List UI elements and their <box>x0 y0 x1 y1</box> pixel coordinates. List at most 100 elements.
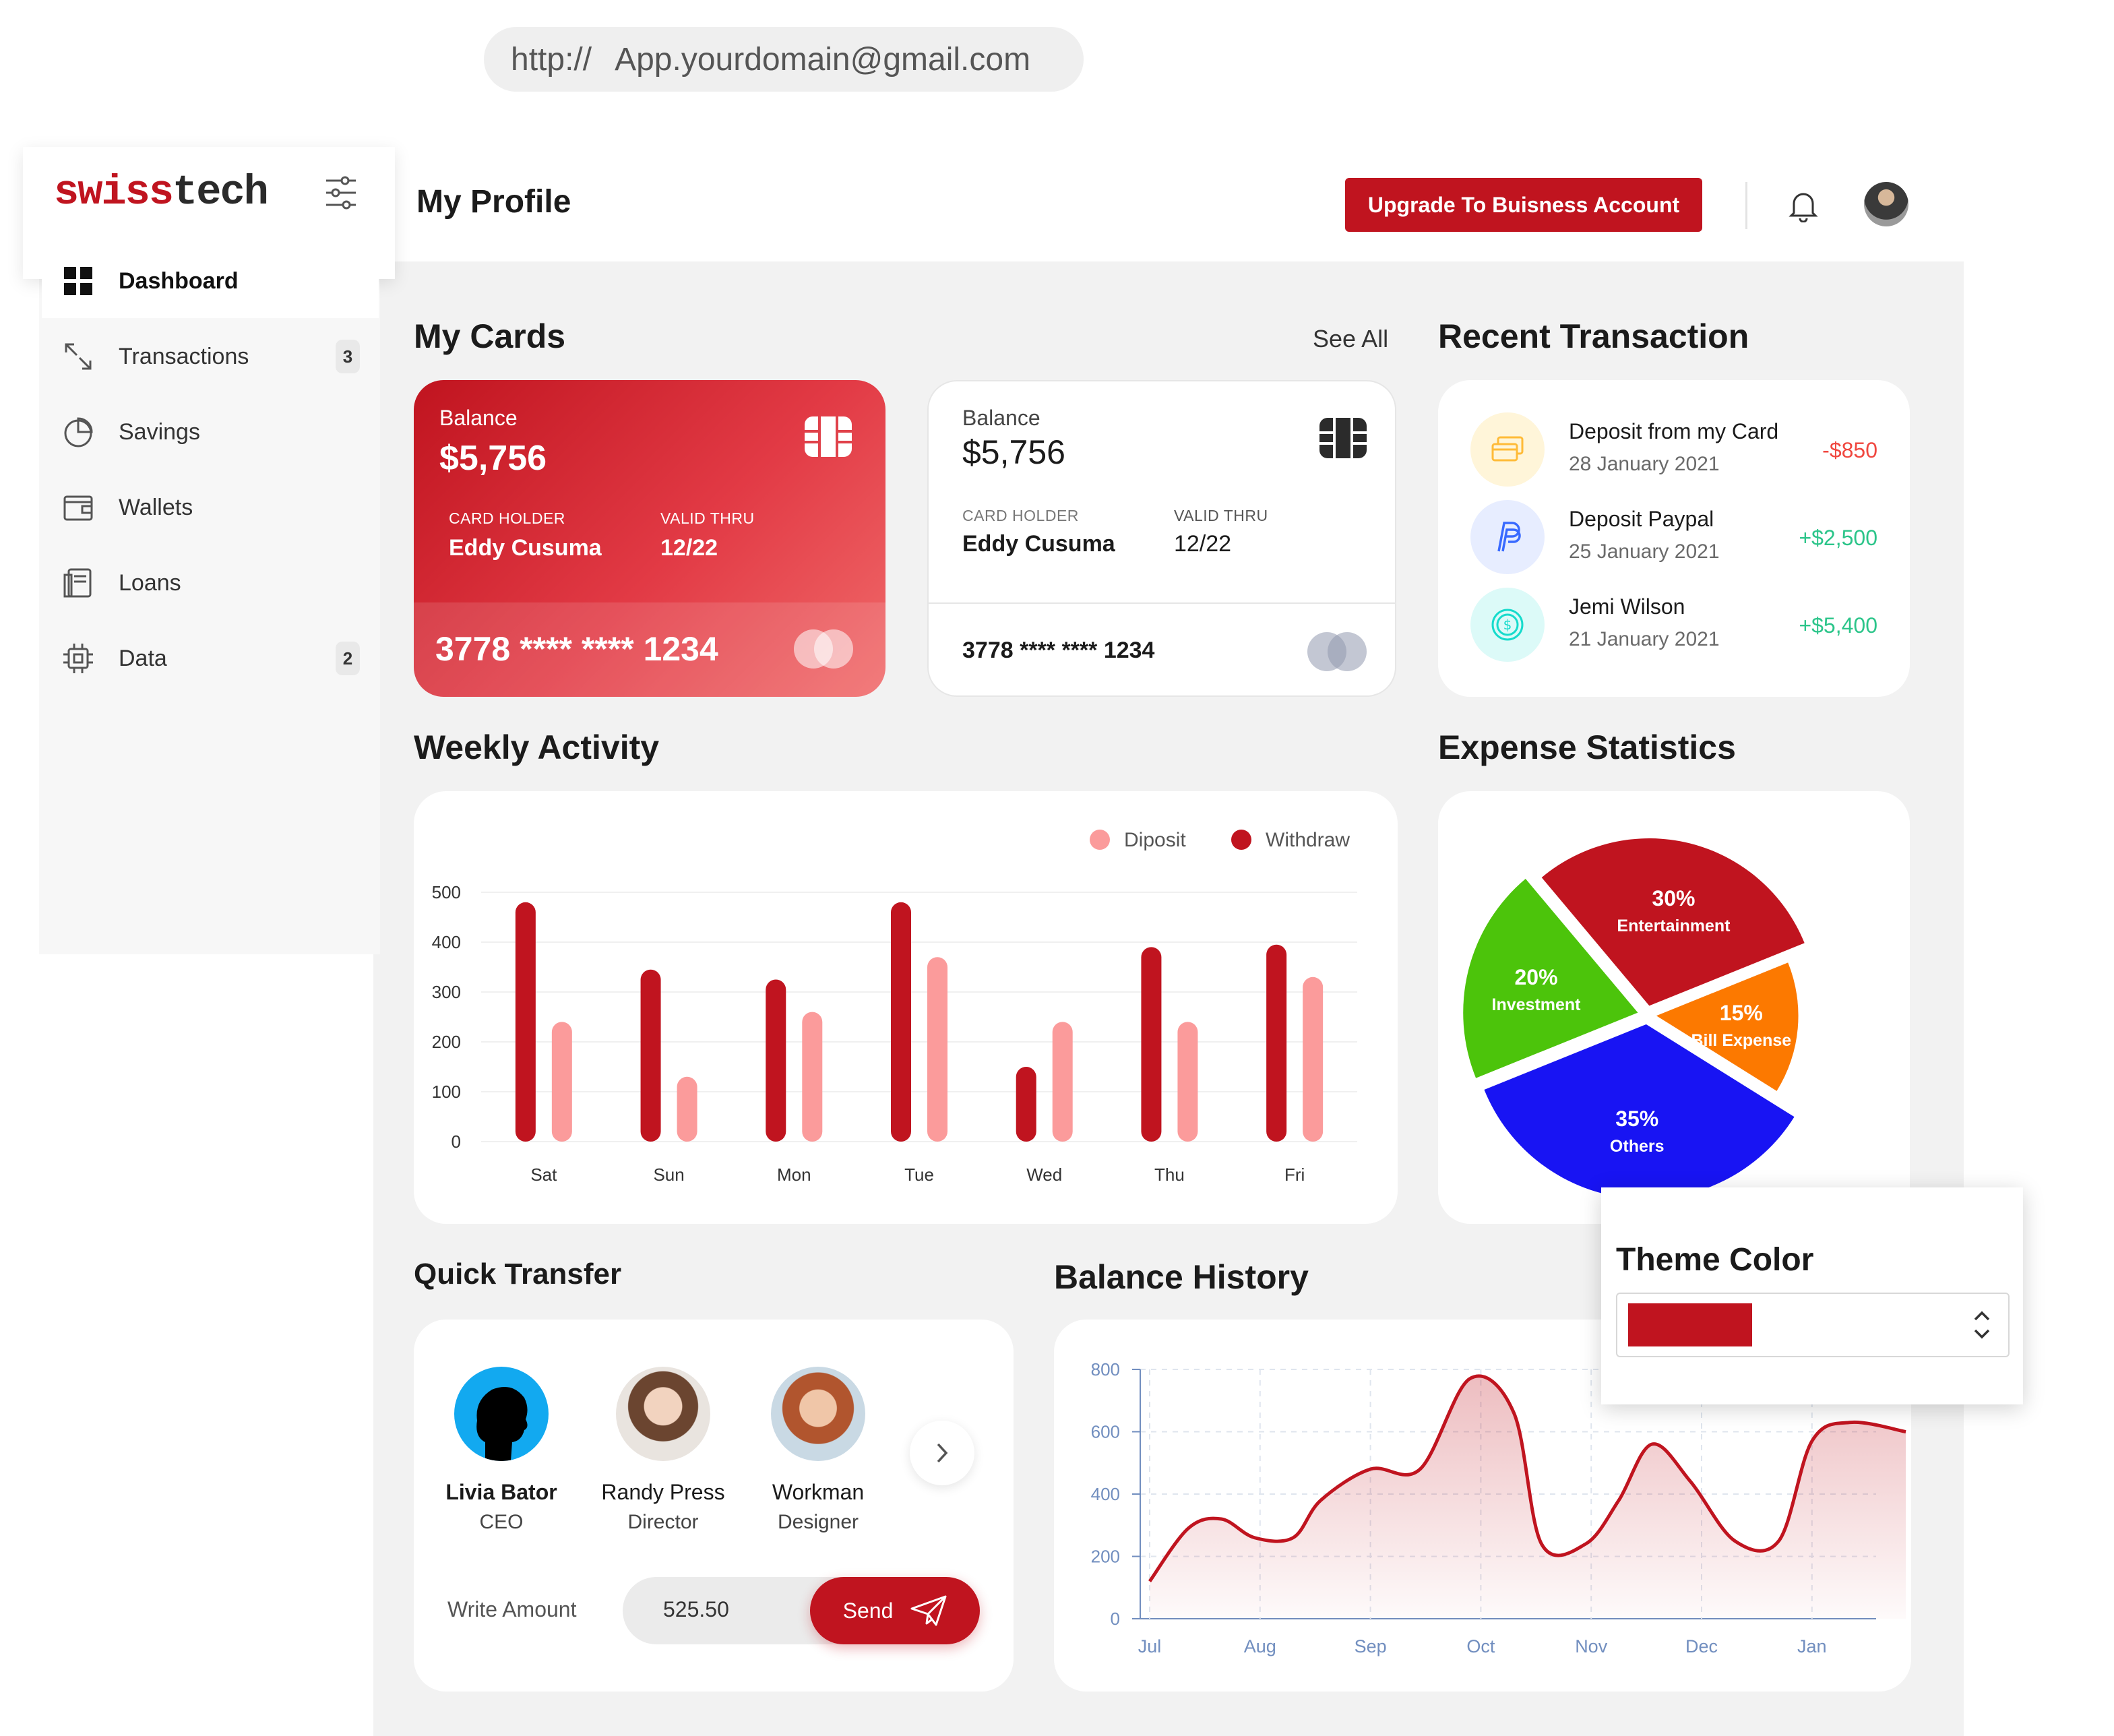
legend-marker <box>1231 830 1251 850</box>
legend-label: Withdraw <box>1266 829 1350 851</box>
contact-role: Director <box>627 1511 699 1533</box>
send-button[interactable]: Send <box>810 1577 980 1644</box>
expense-statistics-title: Expense Statistics <box>1438 728 1736 766</box>
y-tick-label: 500 <box>432 882 461 902</box>
credit-card-primary[interactable]: Balance $5,756 CARD HOLDER Eddy Cusuma V… <box>414 380 885 697</box>
bell-icon[interactable] <box>1789 189 1818 222</box>
y-tick-label: 600 <box>1091 1422 1120 1442</box>
balance-line <box>1148 1374 1906 1582</box>
sidebar-item-label: Wallets <box>119 494 193 520</box>
header-divider <box>1745 182 1747 229</box>
weekly-activity-card: 0 100 200 300 400 500 Sat Sun Mon Tue Wed Thu Fri Dip… <box>414 791 1398 1224</box>
card-valid: 12/22 <box>660 535 718 561</box>
card-balance-label: Balance <box>962 406 1040 430</box>
y-tick-label: 0 <box>1111 1609 1120 1629</box>
sidebar-item-label: Data <box>119 645 167 671</box>
sliders-icon[interactable] <box>325 175 357 210</box>
contact-photo[interactable] <box>454 1367 549 1461</box>
card-network-icon <box>1307 632 1367 671</box>
logo[interactable]: swisstech <box>54 168 269 216</box>
card-valid-label: VALID THRU <box>660 509 755 527</box>
sidebar-item-transactions[interactable]: Transactions 3 <box>42 319 379 394</box>
credit-card-secondary[interactable]: Balance $5,756 CARD HOLDER Eddy Cusuma V… <box>927 380 1396 697</box>
pie-slice <box>1484 1024 1795 1200</box>
url-address: App.yourdomain@gmail.com <box>615 41 1031 78</box>
card-network-icon <box>794 629 853 669</box>
pie-slice <box>1656 962 1799 1091</box>
next-contacts-button[interactable] <box>910 1421 974 1485</box>
tx-amount: +$5,400 <box>1799 613 1877 638</box>
contact-photo[interactable] <box>616 1367 710 1461</box>
contact-photo[interactable] <box>771 1367 865 1461</box>
contact-role: Designer <box>777 1511 859 1533</box>
avatar[interactable] <box>1864 182 1908 226</box>
tx-title: Deposit from my Card <box>1569 419 1779 443</box>
x-tick-label: Wed <box>1026 1165 1062 1185</box>
amount-input[interactable]: 525.50 <box>663 1597 729 1621</box>
upgrade-account-button[interactable]: Upgrade To Buisness Account <box>1345 178 1702 232</box>
x-tick-label: Nov <box>1575 1636 1608 1656</box>
pie-slice-percent: 30% <box>1652 886 1695 910</box>
x-tick-label: Aug <box>1244 1636 1276 1656</box>
weekly-activity-title: Weekly Activity <box>414 728 660 766</box>
card-number: 3778 **** **** 1234 <box>962 638 1155 663</box>
bar-withdraw <box>1141 947 1162 1142</box>
sidebar-item-label: Loans <box>119 569 181 596</box>
wallet-icon <box>63 495 93 521</box>
sidebar-item-data[interactable]: Data 2 <box>42 621 379 695</box>
x-tick-label: Dec <box>1685 1636 1718 1656</box>
y-tick-label: 200 <box>432 1032 461 1052</box>
bar-withdraw <box>515 902 536 1142</box>
bar-withdraw <box>766 979 786 1142</box>
sidebar-item-dashboard[interactable]: Dashboard <box>42 244 379 318</box>
bar-deposit <box>677 1076 697 1142</box>
page-title: My Profile <box>416 184 571 220</box>
y-tick-label: 800 <box>1091 1359 1120 1380</box>
tx-title: Jemi Wilson <box>1569 594 1685 619</box>
quick-transfer-title: Quick Transfer <box>414 1258 622 1291</box>
theme-color-title: Theme Color <box>1616 1242 1814 1278</box>
bar-deposit <box>1177 1022 1198 1142</box>
logo-part-1: swiss <box>54 168 174 216</box>
expense-statistics-card: 30% Entertainment 15% Bill Expense 35% Others… <box>1438 791 1910 1224</box>
y-tick-label: 300 <box>432 982 461 1002</box>
balance-area <box>1150 1375 1906 1619</box>
pie-slice-percent: 15% <box>1720 1001 1763 1025</box>
bar-deposit <box>1052 1022 1073 1142</box>
data-badge: 2 <box>336 642 360 675</box>
chevron-right-icon <box>937 1443 948 1463</box>
quick-transfer-card: Livia Bator CEO Randy Press Director Wor… <box>414 1320 1014 1692</box>
y-tick-label: 400 <box>432 932 461 952</box>
sidebar-item-loans[interactable]: Loans <box>42 546 379 620</box>
sidebar-item-savings[interactable]: Savings <box>42 395 379 469</box>
bar-withdraw <box>640 969 661 1142</box>
pie-slice-label: Investment <box>1492 995 1582 1014</box>
url-protocol: http:// <box>511 41 592 78</box>
see-all-link[interactable]: See All <box>1313 325 1389 352</box>
bar-deposit <box>1303 976 1324 1142</box>
tx-date: 25 January 2021 <box>1569 540 1720 563</box>
pie-slice-label: Bill Expense <box>1691 1031 1791 1050</box>
card-holder: Eddy Cusuma <box>449 535 602 561</box>
bar-withdraw <box>891 902 911 1142</box>
url-bar[interactable]: http:// App.yourdomain@gmail.com <box>484 27 1084 92</box>
my-cards-title: My Cards <box>414 317 566 355</box>
legend-label: Diposit <box>1124 829 1186 851</box>
send-label: Send <box>842 1598 894 1623</box>
balance-history-title: Balance History <box>1054 1258 1309 1296</box>
theme-color-swatch <box>1628 1303 1752 1346</box>
person-silhouette-icon <box>476 1387 528 1461</box>
card-balance-label: Balance <box>439 406 518 430</box>
x-tick-label: Sun <box>653 1165 684 1185</box>
tx-item-icon <box>1470 412 1545 487</box>
balance-history-card: 0 200 400 600 800 Jul Aug Sep Oct Nov Dec Jan <box>1054 1320 1911 1692</box>
sidebar-item-wallets[interactable]: Wallets <box>42 470 379 545</box>
y-tick-label: 400 <box>1091 1484 1120 1504</box>
card-chip-icon <box>1319 418 1367 458</box>
card-balance: $5,756 <box>439 439 547 478</box>
pie-slice-label: Entertainment <box>1617 917 1731 935</box>
card-holder-label: CARD HOLDER <box>449 509 565 527</box>
sidebar-item-label: Transactions <box>119 343 249 369</box>
x-tick-label: Sep <box>1355 1636 1387 1656</box>
pie-slice <box>1541 838 1805 1006</box>
